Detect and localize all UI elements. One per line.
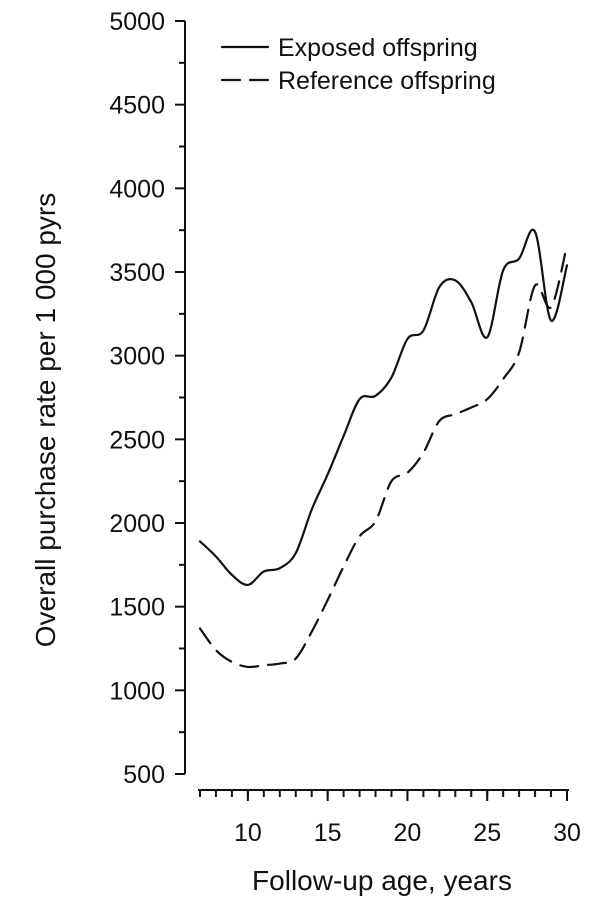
x-axis: 10 15 20 25 30: [198, 789, 581, 847]
legend-reference-offspring: Reference offspring: [220, 67, 496, 95]
y-tick-label: 3000: [109, 343, 165, 371]
x-tick-label: 10: [234, 819, 262, 847]
y-tick-label: 2000: [109, 510, 165, 538]
y-tick-label: 3500: [109, 259, 165, 287]
y-tick-label: 1000: [109, 677, 165, 705]
y-tick-label: 4000: [109, 175, 165, 203]
legend-exposed-offspring: Exposed offspring: [220, 34, 478, 62]
y-tick-label: 1500: [109, 594, 165, 622]
x-tick-label: 30: [553, 819, 581, 847]
x-tick-label: 15: [314, 819, 342, 847]
x-tick-label: 25: [473, 819, 501, 847]
x-axis-label: Follow-up age, years: [252, 865, 512, 896]
legend: Exposed offspring Reference offspring: [220, 34, 496, 95]
y-axis-label: Overall purchase rate per 1 000 pyrs: [30, 193, 61, 647]
x-tick-label: 20: [394, 819, 422, 847]
y-tick-label: 2500: [109, 426, 165, 454]
y-tick-label: 500: [123, 761, 165, 789]
y-tick-label: 5000: [109, 8, 165, 36]
y-axis: 500 1000 1500 2000 2500 3000 3500 4000 4500 5000: [109, 8, 186, 789]
reference-offspring-line: [198, 244, 569, 669]
y-tick-label: 4500: [109, 92, 165, 120]
exposed-offspring-line: [198, 228, 569, 587]
series-layer: [198, 228, 569, 669]
legend-label-exposed-offspring: Exposed offspring: [278, 34, 478, 62]
legend-label-reference-offspring: Reference offspring: [278, 67, 496, 95]
